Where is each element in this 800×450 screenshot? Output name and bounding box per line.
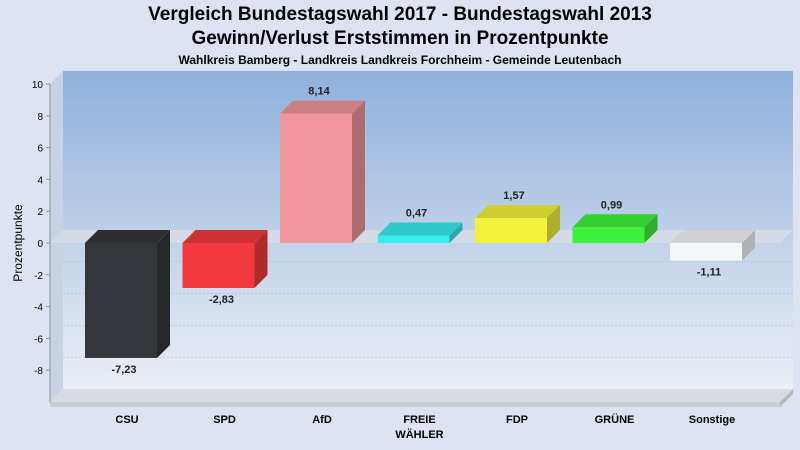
labels: -7,23 CSU -2,83 SPD 8,14 AfD 0,47 FREIE WÄHLER 1,…: [111, 86, 735, 441]
y-tick-label: -8: [34, 366, 43, 377]
x-tick-label: FDP: [506, 414, 528, 426]
value-label: -2,83: [209, 294, 234, 306]
bar-spd: [182, 230, 268, 288]
y-tick-label: 2: [37, 207, 43, 218]
x-tick-label: FREIE: [403, 414, 435, 426]
value-label: 1,57: [503, 190, 524, 202]
y-tick-label: 0: [37, 239, 43, 250]
y-axis-title: Prozentpunkte: [11, 204, 25, 282]
chart-title-line-1: Vergleich Bundestagswahl 2017 - Bundesta…: [148, 4, 652, 25]
bar-afd: [280, 100, 365, 243]
y-tick-label: -2: [34, 271, 43, 282]
bar-top: [85, 230, 170, 243]
chart-title-block: Vergleich Bundestagswahl 2017 - Bundesta…: [0, 3, 800, 68]
chart-subtitle: Wahlkreis Bamberg - Landkreis Landkreis …: [178, 53, 622, 67]
bar-side: [449, 222, 463, 243]
bar-csu: [85, 230, 170, 358]
plot-floor: [50, 389, 793, 402]
bar-top: [280, 100, 365, 114]
bar-side: [742, 230, 755, 261]
bar-fdp: [475, 205, 560, 243]
bar-front: [182, 243, 255, 288]
y-tick-label: 8: [37, 112, 43, 123]
bar-top: [670, 230, 755, 243]
y-tick-label: 10: [32, 80, 44, 91]
bar-sonstige: [670, 230, 755, 261]
x-tick-label: WÄHLER: [395, 428, 443, 441]
chart-title-line-2: Gewinn/Verlust Erststimmen in Prozentpun…: [191, 28, 609, 49]
bar-top: [572, 214, 658, 228]
x-tick-label: Sonstige: [689, 414, 735, 426]
y-tick-label: 4: [37, 175, 43, 186]
y-tick-label: -4: [34, 303, 43, 314]
bar-front: [377, 235, 450, 243]
x-tick-label: SPD: [213, 414, 236, 426]
value-label: 8,14: [308, 86, 330, 98]
value-label: -1,11: [697, 267, 721, 279]
x-tick-label: CSU: [115, 414, 138, 426]
y-tick-label: 6: [37, 144, 43, 155]
plot-floor-edge-side: [780, 389, 793, 407]
bar-side: [352, 100, 365, 243]
bar-top: [182, 230, 268, 243]
bar-side: [547, 205, 560, 243]
x-tick-label: GRÜNE: [595, 413, 635, 426]
bar-top: [475, 205, 560, 219]
value-label: 0,47: [406, 208, 427, 220]
plot-floor-edge: [50, 402, 780, 407]
bar-gr-ne: [572, 214, 658, 243]
y-axis: 10 8 6 4 2 0 -2 -4 -6 -8 Prozentpunkte: [11, 80, 51, 402]
y-tick-label: -6: [34, 334, 43, 345]
value-label: -7,23: [111, 364, 136, 376]
bars: [85, 100, 755, 358]
x-tick-label: AfD: [312, 414, 332, 426]
bar-top: [377, 222, 463, 236]
bar-front: [85, 243, 157, 358]
bar-front: [670, 243, 742, 261]
bar-front: [475, 218, 547, 243]
bar-side: [644, 214, 658, 243]
bar-front: [572, 227, 645, 243]
bar-freie-w-hler: [377, 222, 463, 243]
bar-front: [280, 113, 352, 243]
bar-side: [157, 230, 170, 358]
value-label: 0,99: [601, 199, 622, 211]
bar-side: [254, 230, 268, 288]
